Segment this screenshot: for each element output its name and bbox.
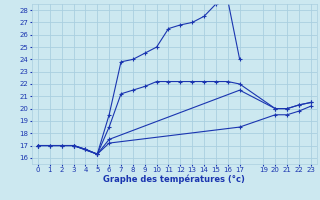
X-axis label: Graphe des températures (°c): Graphe des températures (°c) [103, 175, 245, 184]
